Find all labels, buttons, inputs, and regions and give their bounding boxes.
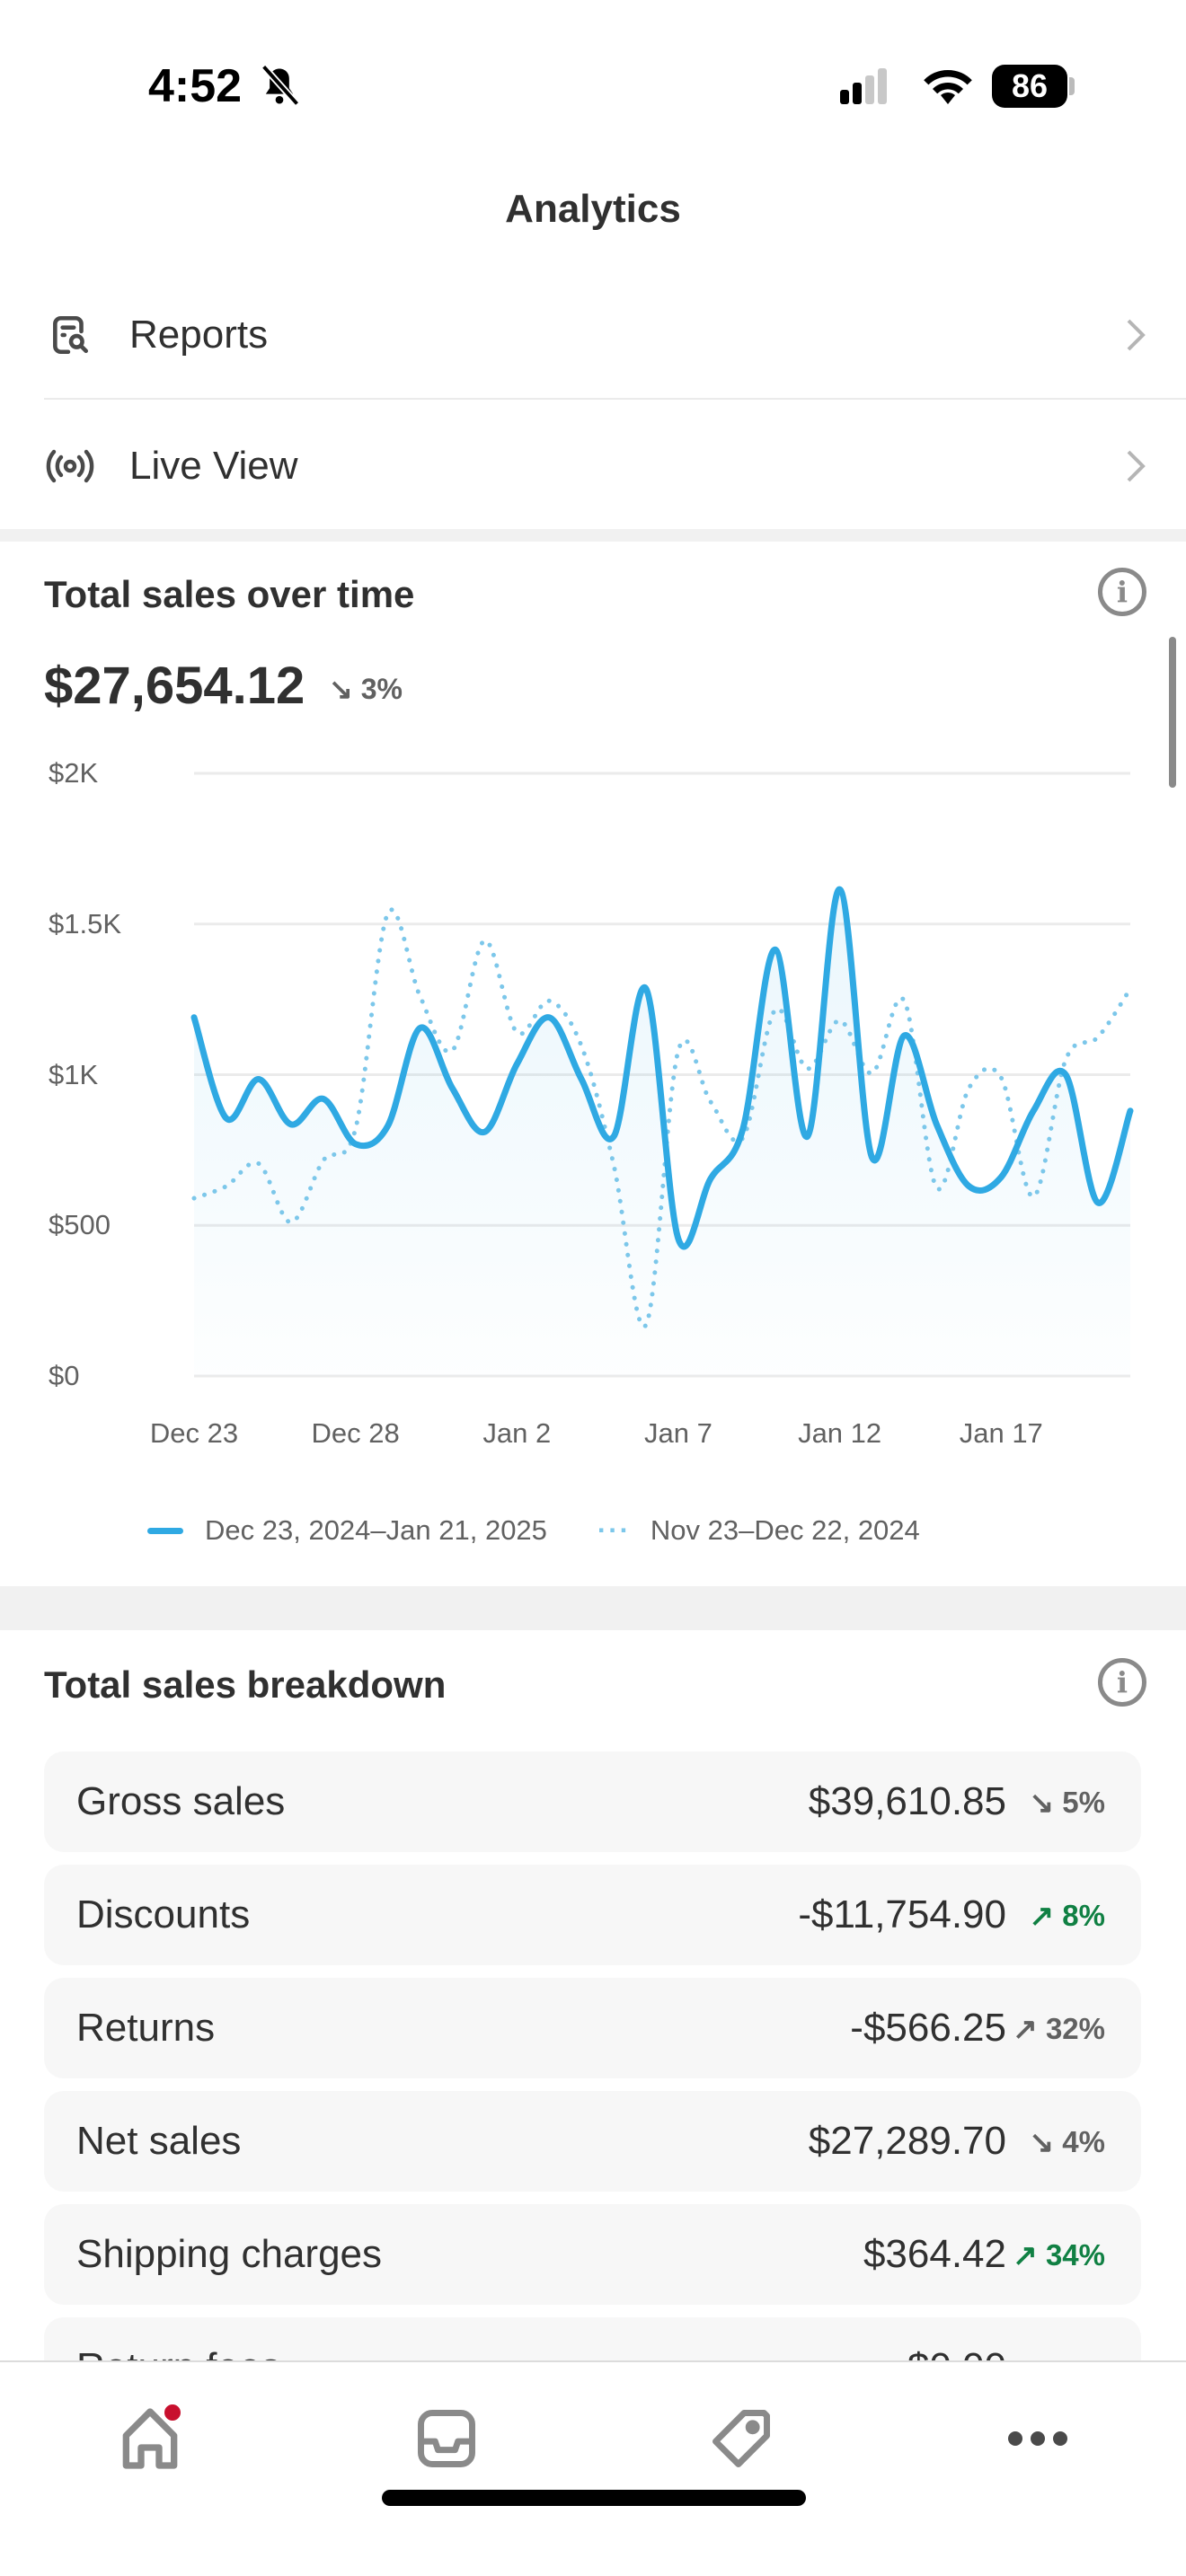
chevron-right-icon: [1127, 319, 1146, 351]
info-icon[interactable]: i: [1098, 568, 1146, 616]
breakdown-value: $364.42: [863, 2232, 1006, 2276]
breakdown-row[interactable]: Returns -$566.25 ↗ 32%: [44, 1978, 1141, 2078]
breakdown-value: $27,289.70: [808, 2119, 1006, 2163]
x-tick-label: Dec 23: [149, 1417, 239, 1449]
y-tick-label: $0: [49, 1360, 80, 1391]
tab-products[interactable]: [701, 2398, 782, 2479]
tab-home[interactable]: [110, 2398, 190, 2479]
x-tick-label: Jan 12: [798, 1417, 882, 1449]
live-broadcast-icon: [43, 439, 97, 493]
menu-item-reports[interactable]: Reports: [0, 271, 1186, 399]
tab-bar: [0, 2360, 1186, 2576]
legend-label-current: Dec 23, 2024–Jan 21, 2025: [205, 1514, 547, 1546]
battery-cap: [1069, 77, 1075, 95]
delta-value: 4%: [1062, 2124, 1105, 2158]
breakdown-label: Returns: [76, 2006, 216, 2050]
section-separator: [0, 529, 1186, 542]
breakdown-row[interactable]: Gross sales $39,610.85 ↘ 5%: [44, 1751, 1141, 1852]
breakdown-delta: ↗ 32%: [1006, 2011, 1105, 2046]
tag-icon: [712, 2410, 770, 2467]
breakdown-delta: ↘ 4%: [1006, 2124, 1105, 2159]
home-icon: [122, 2408, 178, 2469]
tab-more[interactable]: [997, 2398, 1078, 2479]
notification-badge: [162, 2402, 183, 2423]
menu-item-label: Reports: [129, 313, 269, 357]
inbox-icon: [418, 2410, 475, 2467]
delta-value: 5%: [1062, 1785, 1105, 1819]
delta-value: 34%: [1045, 2237, 1105, 2272]
breakdown-value: -$566.25: [850, 2006, 1006, 2050]
breakdown-label: Gross sales: [76, 1779, 286, 1823]
arrow-down-right-icon: ↘: [329, 673, 353, 705]
breakdown-label: Shipping charges: [76, 2232, 383, 2276]
breakdown-row[interactable]: Discounts -$11,754.90 ↗ 8%: [44, 1865, 1141, 1965]
menu-item-live-view[interactable]: Live View: [0, 402, 1186, 530]
breakdown-row[interactable]: Net sales $27,289.70 ↘ 4%: [44, 2091, 1141, 2192]
divider: [44, 398, 1186, 400]
section-title: Total sales breakdown: [44, 1663, 447, 1706]
wifi-icon: [924, 70, 972, 104]
section-separator: [0, 1586, 1186, 1630]
arrow-down-right-icon: ↘: [1029, 2124, 1063, 2158]
breakdown-delta: ↗ 8%: [1006, 1898, 1105, 1933]
legend-label-previous: Nov 23–Dec 22, 2024: [650, 1514, 920, 1546]
report-search-icon: [43, 308, 97, 362]
status-time: 4:52: [148, 60, 243, 112]
delta-value: 3%: [360, 673, 403, 705]
scrollbar[interactable]: [1169, 637, 1176, 788]
more-icon: [1008, 2431, 1067, 2446]
chevron-right-icon: [1127, 450, 1146, 482]
section-title: Total sales over time: [44, 573, 415, 615]
x-tick-label: Dec 28: [311, 1417, 400, 1449]
delta-value: 32%: [1045, 2011, 1105, 2045]
legend-dotted-swatch: ···: [597, 1514, 631, 1546]
delta-value: 8%: [1062, 1898, 1105, 1932]
y-tick-label: $1.5K: [49, 907, 122, 940]
x-tick-label: Jan 2: [482, 1417, 552, 1449]
tab-orders[interactable]: [406, 2398, 487, 2479]
total-sales-value: $27,654.12: [44, 657, 305, 715]
x-tick-label: Jan 17: [959, 1417, 1043, 1449]
total-sales-delta: ↘ 3%: [329, 672, 403, 706]
y-tick-label: $1K: [49, 1058, 99, 1090]
arrow-down-right-icon: ↘: [1029, 1785, 1063, 1819]
chart-legend: Dec 23, 2024–Jan 21, 2025 ··· Nov 23–Dec…: [147, 1514, 920, 1547]
breakdown-label: Discounts: [76, 1892, 251, 1936]
breakdown-label: Net sales: [76, 2119, 242, 2163]
battery-indicator: 86: [992, 65, 1067, 108]
sales-line-chart: [190, 772, 1134, 1378]
breakdown-delta: ↗ 34%: [1006, 2237, 1105, 2272]
breakdown-row[interactable]: Shipping charges $364.42 ↗ 34%: [44, 2204, 1141, 2305]
breakdown-value: -$11,754.90: [798, 1892, 1006, 1936]
arrow-up-right-icon: ↗: [1029, 1898, 1063, 1932]
y-tick-label: $500: [49, 1209, 111, 1241]
y-tick-label: $2K: [49, 757, 99, 789]
legend-solid-swatch: [147, 1527, 183, 1534]
bell-slash-icon: [261, 64, 300, 107]
signal-icon: [840, 68, 887, 104]
breakdown-delta: ↘ 5%: [1006, 1785, 1105, 1820]
arrow-up-right-icon: ↗: [1013, 2011, 1046, 2045]
info-icon[interactable]: i: [1098, 1658, 1146, 1707]
arrow-up-right-icon: ↗: [1013, 2237, 1046, 2272]
page-title: Analytics: [505, 187, 681, 231]
menu-item-label: Live View: [129, 444, 298, 488]
line-series-current: [190, 886, 1134, 1250]
breakdown-value: $39,610.85: [808, 1779, 1006, 1823]
x-tick-label: Jan 7: [644, 1417, 712, 1449]
home-indicator: [382, 2490, 806, 2506]
